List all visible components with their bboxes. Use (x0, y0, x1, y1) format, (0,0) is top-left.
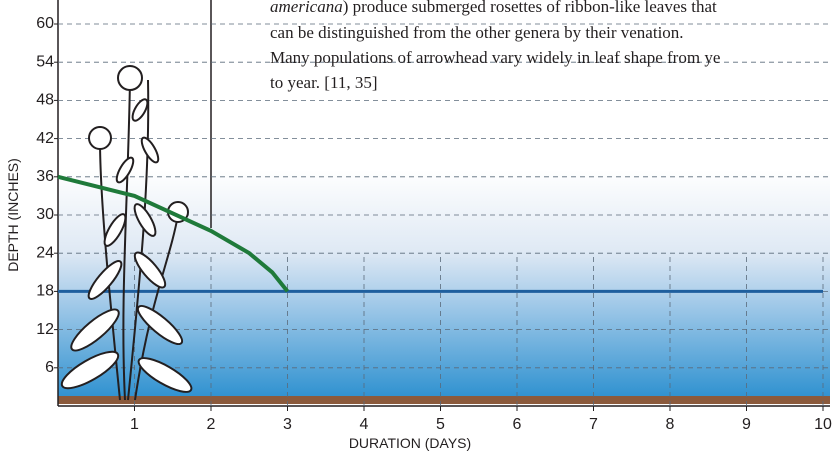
plant (60, 65, 193, 401)
text-line: americana) produce submerged rosettes of… (270, 0, 717, 16)
text-line: to year. [11, 35] (270, 73, 377, 92)
text-line: can be distinguished from the other gene… (270, 23, 684, 42)
x-tick-label: 1 (130, 416, 139, 433)
italic-text: americana (270, 0, 343, 16)
text: ) produce submerged rosettes of ribbon-l… (343, 0, 717, 16)
y-tick-label: 36 (36, 168, 54, 185)
y-tick-label: 18 (36, 283, 54, 300)
y-tick-label: 48 (36, 92, 54, 109)
line-series (57, 174, 290, 293)
x-tick-label: 7 (589, 416, 598, 433)
x-tick-label: 4 (360, 416, 369, 433)
x-tick-label: 6 (513, 416, 522, 433)
x-tick-label: 10 (814, 416, 832, 433)
y-tick-label: 12 (36, 321, 54, 338)
y-axis-label: DEPTH (INCHES) (5, 158, 21, 272)
x-tick-label: 2 (207, 416, 216, 433)
y-tick-label: 30 (36, 206, 54, 223)
x-tick-label: 5 (436, 416, 445, 433)
text-line: Many populations of arrowhead vary widel… (270, 48, 720, 67)
y-tick-label: 54 (36, 53, 54, 70)
soil (58, 396, 830, 404)
y-tick-label: 6 (45, 359, 54, 376)
x-tick-label: 8 (666, 416, 675, 433)
y-tick-label: 24 (36, 244, 54, 261)
x-axis-label: DURATION (DAYS) (349, 435, 471, 451)
x-tick-label: 9 (742, 416, 751, 433)
y-tick-label: 42 (36, 130, 54, 147)
x-tick-label: 3 (283, 416, 292, 433)
y-tick-label: 60 (36, 15, 54, 32)
